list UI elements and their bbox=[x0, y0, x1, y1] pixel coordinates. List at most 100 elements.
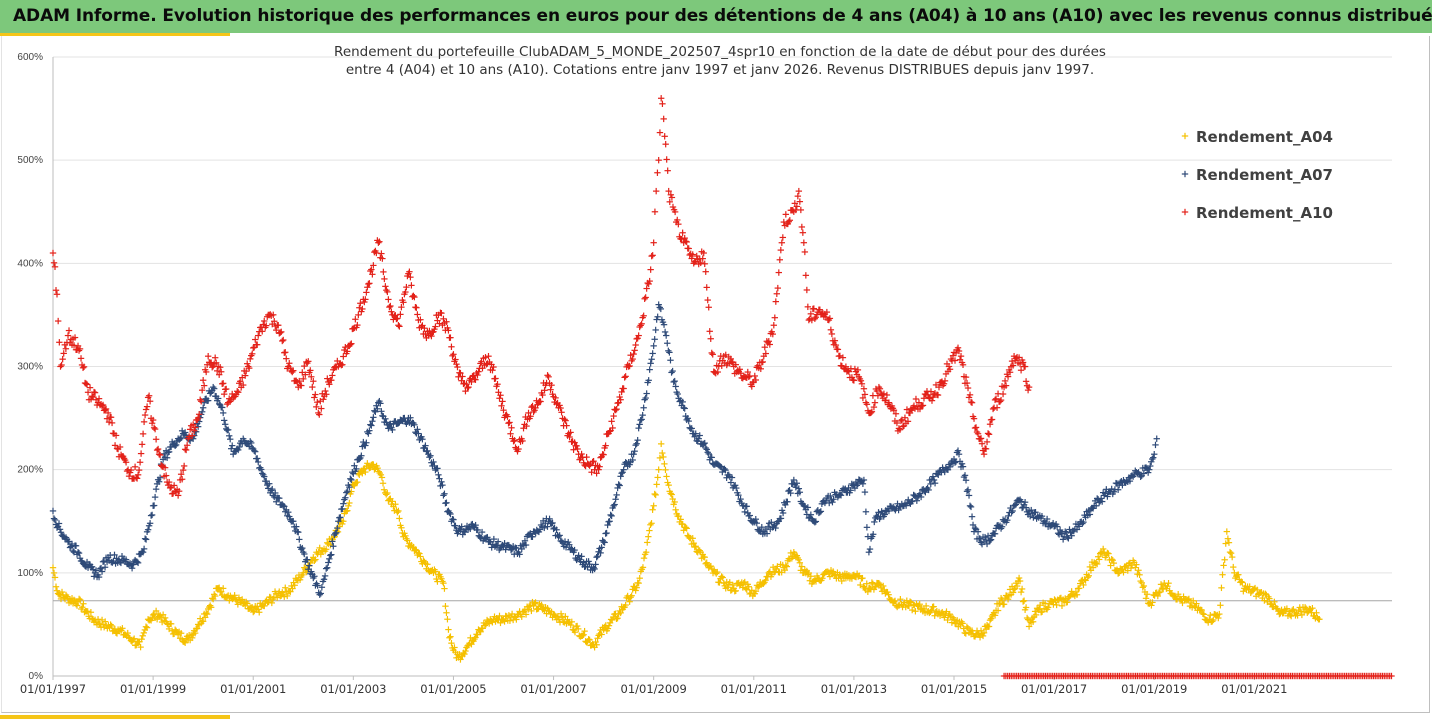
point-a04 bbox=[646, 527, 653, 534]
point-a10 bbox=[985, 431, 993, 438]
point-a04 bbox=[79, 604, 86, 611]
point-a07 bbox=[165, 448, 173, 456]
point-a04 bbox=[563, 620, 570, 627]
point-a07 bbox=[650, 342, 657, 350]
point-a04 bbox=[787, 549, 795, 557]
point-a04 bbox=[138, 635, 145, 643]
point-a07 bbox=[507, 546, 515, 554]
point-a07 bbox=[413, 430, 420, 437]
point-a04 bbox=[191, 629, 199, 637]
point-a07 bbox=[469, 520, 476, 528]
point-a07 bbox=[304, 556, 311, 563]
point-a04 bbox=[1104, 549, 1111, 557]
point-a04 bbox=[1107, 562, 1114, 569]
point-a04 bbox=[1136, 571, 1143, 579]
point-a04 bbox=[679, 521, 686, 528]
point-a04 bbox=[1082, 577, 1089, 584]
point-a04 bbox=[1124, 567, 1131, 574]
point-a07 bbox=[276, 495, 283, 502]
point-a04 bbox=[256, 609, 263, 616]
point-a07 bbox=[152, 485, 160, 493]
point-a04 bbox=[501, 618, 508, 625]
point-a04 bbox=[994, 607, 1002, 614]
point-a07 bbox=[251, 447, 258, 454]
point-a04 bbox=[255, 606, 262, 613]
y-tick-label: 400% bbox=[17, 258, 43, 269]
point-a10 bbox=[662, 140, 669, 148]
point-a04 bbox=[729, 581, 736, 589]
point-a04 bbox=[53, 587, 61, 594]
point-a07 bbox=[150, 502, 158, 509]
point-a07 bbox=[147, 512, 155, 519]
point-a04 bbox=[152, 607, 160, 615]
point-a04 bbox=[1254, 586, 1261, 594]
point-a04 bbox=[996, 600, 1004, 607]
point-a07 bbox=[518, 545, 525, 553]
point-a10 bbox=[782, 211, 790, 218]
point-a10 bbox=[801, 248, 809, 256]
chart-frame bbox=[1, 36, 1430, 713]
point-a04 bbox=[948, 619, 956, 626]
point-a04 bbox=[605, 622, 613, 629]
point-a04 bbox=[445, 626, 452, 633]
point-a04 bbox=[234, 601, 242, 608]
point-a10 bbox=[52, 287, 60, 294]
point-a04 bbox=[633, 584, 640, 591]
point-a04 bbox=[1245, 586, 1252, 593]
point-a04 bbox=[1246, 583, 1253, 590]
point-a07 bbox=[667, 357, 674, 364]
point-a10 bbox=[143, 403, 151, 410]
point-a10 bbox=[395, 322, 402, 329]
point-a07 bbox=[544, 523, 551, 530]
point-a04 bbox=[291, 582, 298, 589]
point-a10 bbox=[138, 441, 146, 448]
x-tick-label: 01/01/2013 bbox=[821, 682, 887, 696]
point-a07 bbox=[484, 534, 491, 541]
point-a04 bbox=[522, 611, 530, 618]
point-a04 bbox=[652, 491, 659, 499]
point-a04 bbox=[739, 584, 746, 591]
point-a04 bbox=[1088, 558, 1096, 566]
point-a04 bbox=[84, 608, 91, 615]
chart-title-line: entre 4 (A04) et 10 ans (A10). Cotations… bbox=[346, 62, 1094, 78]
point-a04 bbox=[1205, 619, 1212, 626]
point-a04 bbox=[181, 639, 189, 646]
point-a04 bbox=[80, 600, 87, 607]
point-a10 bbox=[59, 355, 66, 363]
point-a04 bbox=[795, 556, 803, 563]
point-a04 bbox=[1262, 590, 1269, 598]
point-a04 bbox=[51, 574, 59, 581]
data-series bbox=[49, 95, 1395, 680]
point-a10 bbox=[387, 302, 394, 310]
point-a04 bbox=[1230, 563, 1237, 571]
point-a04 bbox=[322, 546, 330, 553]
point-a10 bbox=[578, 450, 585, 458]
point-a04 bbox=[513, 616, 520, 623]
point-a04 bbox=[640, 554, 648, 562]
point-a04 bbox=[1290, 606, 1297, 613]
point-a04 bbox=[346, 499, 353, 507]
point-a07 bbox=[435, 471, 442, 479]
point-a04 bbox=[1000, 601, 1008, 608]
point-a04 bbox=[885, 591, 892, 598]
point-a04 bbox=[368, 461, 375, 469]
point-a04 bbox=[1143, 591, 1151, 598]
point-a04 bbox=[557, 610, 565, 617]
point-a07 bbox=[210, 385, 218, 392]
point-a04 bbox=[124, 629, 131, 637]
point-a04 bbox=[604, 625, 612, 632]
point-a07 bbox=[865, 549, 873, 556]
point-a04 bbox=[1155, 589, 1163, 596]
point-a04 bbox=[1081, 576, 1088, 583]
point-a04 bbox=[916, 600, 923, 608]
point-a04 bbox=[548, 608, 555, 616]
point-a07 bbox=[69, 547, 77, 555]
point-a10 bbox=[141, 411, 149, 419]
x-tick-label: 01/01/2015 bbox=[921, 682, 987, 696]
point-a04 bbox=[102, 618, 109, 625]
point-a10 bbox=[380, 268, 387, 276]
point-a04 bbox=[1133, 561, 1140, 568]
point-a07 bbox=[452, 522, 459, 529]
point-a04 bbox=[983, 621, 991, 629]
point-a07 bbox=[671, 377, 678, 385]
